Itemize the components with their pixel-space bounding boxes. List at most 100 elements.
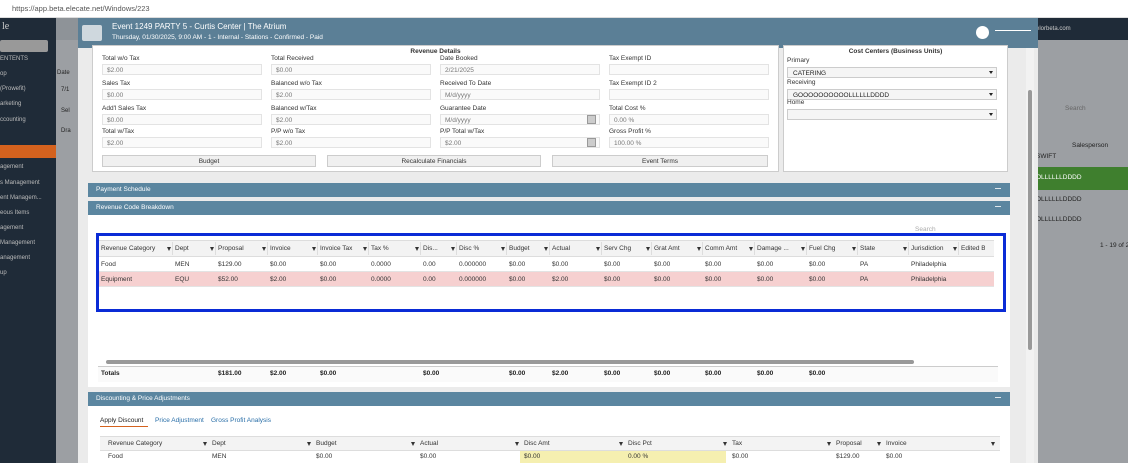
field-label: Tax Exempt ID xyxy=(609,55,652,62)
sidebar-item[interactable]: agement xyxy=(0,164,24,170)
field-input[interactable]: M/d/yyyy xyxy=(440,114,600,125)
filter-icon xyxy=(852,247,856,251)
column-header[interactable]: Revenue Category xyxy=(101,245,156,252)
table-search[interactable]: Search xyxy=(915,226,936,233)
column-header[interactable]: Actual xyxy=(420,440,439,447)
column-header[interactable]: Dept xyxy=(175,245,189,252)
sidebar-item[interactable]: s Management xyxy=(0,180,40,186)
sidebar-item[interactable]: up xyxy=(0,270,7,276)
column-header[interactable]: Proposal xyxy=(836,440,862,447)
column-header[interactable]: Budget xyxy=(509,245,530,252)
field-label: Receiving xyxy=(787,79,816,86)
column-header[interactable]: Fuel Chg xyxy=(809,245,836,252)
panel-header[interactable]: Payment Schedule xyxy=(88,183,1010,197)
date-picker[interactable] xyxy=(587,138,596,147)
select[interactable] xyxy=(787,109,997,120)
sidebar-item[interactable]: ENTENTS xyxy=(0,56,29,62)
filter-icon xyxy=(723,442,727,446)
column-divider xyxy=(506,242,507,255)
column-header[interactable]: Dis... xyxy=(423,245,438,252)
button[interactable]: Budget xyxy=(102,155,316,167)
column-header[interactable]: Invoice Tax xyxy=(320,245,353,252)
behind-cell: OLLLLLLDDDD xyxy=(1036,196,1082,203)
cell: $0.00 xyxy=(705,276,722,283)
field-input[interactable]: 0.00 % xyxy=(609,114,769,125)
field-input[interactable]: $2.00 xyxy=(440,137,600,148)
field-input[interactable]: $0.00 xyxy=(102,89,262,100)
cell: Philadelphia xyxy=(911,261,947,268)
sidebar-item[interactable]: anagement xyxy=(0,255,31,261)
sidebar-item[interactable]: Management xyxy=(0,240,36,246)
column-header[interactable]: Grat Amt xyxy=(654,245,680,252)
help-button[interactable] xyxy=(976,26,989,39)
date-picker[interactable] xyxy=(587,115,596,124)
cell: $0.00 xyxy=(604,276,621,283)
cell: PA xyxy=(860,261,869,268)
column-header[interactable]: Damage ... xyxy=(757,245,789,252)
field-input[interactable]: $2.00 xyxy=(271,137,431,148)
sidebar-item[interactable]: eous Items xyxy=(0,210,30,216)
highlight xyxy=(96,233,1006,312)
column-header[interactable]: Disc Pct xyxy=(628,440,652,447)
cell: $0.00 xyxy=(509,276,526,283)
column-header[interactable]: Actual xyxy=(552,245,571,252)
button[interactable]: Recalculate Financials xyxy=(327,155,541,167)
panel-header[interactable]: Discounting & Price Adjustments xyxy=(88,392,1010,406)
filter-icon xyxy=(801,247,805,251)
behind-pager: 1 - 19 of 2 xyxy=(1100,242,1128,249)
behind-green-row xyxy=(1035,167,1128,190)
column-header[interactable]: Serv Chg xyxy=(604,245,632,252)
column-header[interactable]: Edited By xyxy=(961,245,985,252)
field-input[interactable] xyxy=(609,89,769,100)
field-input[interactable]: $2.00 xyxy=(271,89,431,100)
field-input[interactable]: 2/21/2025 xyxy=(440,64,600,75)
total-cell: $2.00 xyxy=(552,370,569,377)
field-input[interactable] xyxy=(609,64,769,75)
column-header[interactable]: Tax xyxy=(732,440,743,447)
column-header[interactable]: Tax % xyxy=(371,245,389,252)
tab[interactable]: Gross Profit Analysis xyxy=(211,417,271,424)
panel-header[interactable]: Revenue Code Breakdown xyxy=(88,201,1010,215)
column-header[interactable]: State xyxy=(860,245,876,252)
column-header[interactable]: Invoice xyxy=(886,440,907,447)
filter-icon xyxy=(363,247,367,251)
field-input[interactable]: $0.00 xyxy=(102,114,262,125)
sidebar-item[interactable]: op xyxy=(0,71,7,77)
total-cell xyxy=(175,366,216,382)
sidebar-item[interactable]: ent Managem... xyxy=(0,195,42,201)
column-header[interactable]: Proposal xyxy=(218,245,244,252)
cell: $2.00 xyxy=(270,276,287,283)
field-input[interactable]: $2.00 xyxy=(102,64,262,75)
filter-icon xyxy=(991,442,995,446)
field-input[interactable]: $0.00 xyxy=(271,64,431,75)
table-header xyxy=(100,436,1000,451)
filter-icon xyxy=(262,247,266,251)
column-header[interactable]: Revenue Category xyxy=(108,440,163,447)
cell: $129.00 xyxy=(218,261,242,268)
column-header[interactable]: Disc Amt xyxy=(524,440,550,447)
tab[interactable]: Apply Discount xyxy=(100,415,148,427)
window-controls[interactable] xyxy=(995,30,1031,33)
behind-cell: SWIFT xyxy=(1036,153,1057,160)
field-input[interactable]: $2.00 xyxy=(102,137,262,148)
field-label: Total Received xyxy=(271,55,314,62)
column-header[interactable]: Comm Amt xyxy=(705,245,738,252)
column-header[interactable]: Disc % xyxy=(459,245,480,252)
sidebar-item[interactable]: (Prowefit) xyxy=(0,86,26,92)
total-cell: $0.00 xyxy=(809,370,826,377)
select[interactable]: CATERING xyxy=(787,67,997,78)
field-input[interactable]: $2.00 xyxy=(271,114,431,125)
column-header[interactable]: Invoice xyxy=(270,245,291,252)
button[interactable]: Event Terms xyxy=(552,155,768,167)
column-header[interactable]: Dept xyxy=(212,440,226,447)
sidebar-item[interactable]: ccounting xyxy=(0,117,26,123)
select[interactable]: GOOOOOOOOOOLLLLLLDDDD xyxy=(787,89,997,100)
sidebar-item[interactable]: arketing xyxy=(0,101,22,107)
field-label: Received To Date xyxy=(440,80,492,87)
column-header[interactable]: Budget xyxy=(316,440,337,447)
sidebar-item[interactable]: agement xyxy=(0,225,24,231)
tab[interactable]: Price Adjustment xyxy=(155,417,204,424)
field-input[interactable]: 100.00 % xyxy=(609,137,769,148)
field-input[interactable]: M/d/yyyy xyxy=(440,89,600,100)
column-header[interactable]: Jurisdiction xyxy=(911,245,944,252)
